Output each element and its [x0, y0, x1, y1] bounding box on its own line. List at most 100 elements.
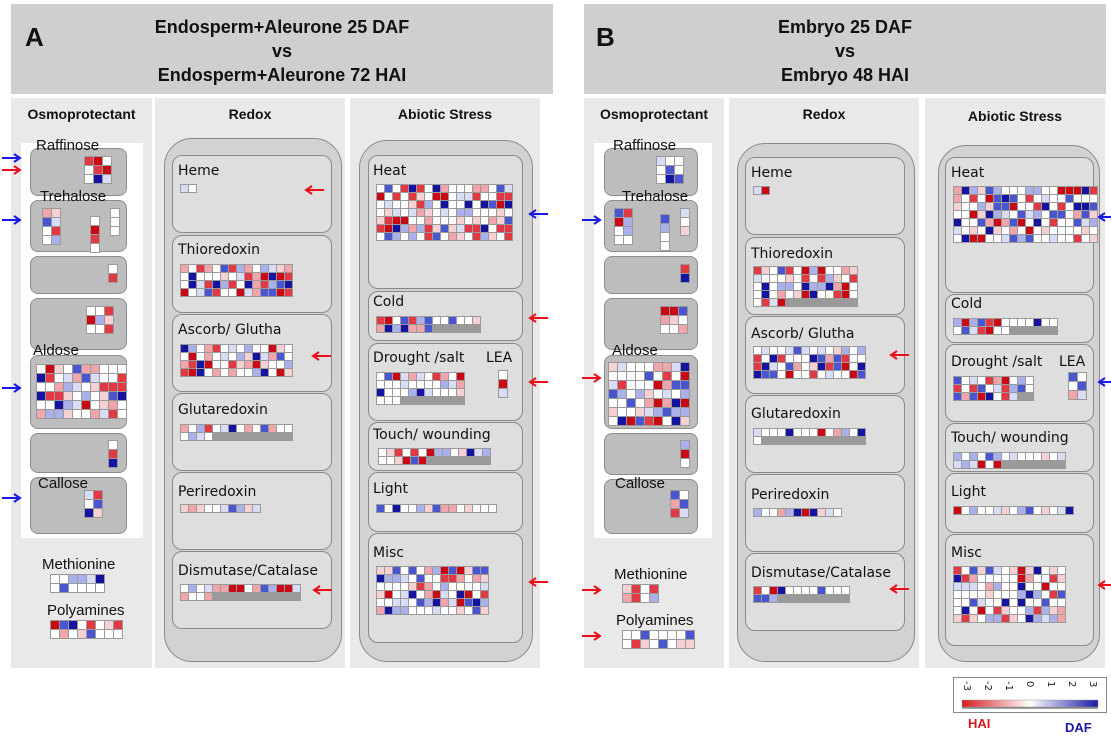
panel-b-periredoxin-label: Periredoxin	[751, 487, 830, 503]
panel-b-osmoprotectant-title: Osmoprotectant	[599, 106, 709, 122]
panel-b-heat-label: Heat	[951, 165, 985, 181]
blue-arrow-icon	[2, 153, 22, 163]
panel-b-osmo-grid-6	[680, 440, 690, 468]
blue-arrow-icon	[582, 215, 602, 225]
panel-a-heme-grid	[180, 184, 197, 193]
panel-b-heme-label: Heme	[751, 165, 793, 181]
panel-a-title-line-2: vs	[271, 41, 293, 61]
panel-b-osmo-grid-3	[680, 264, 690, 283]
panel-a-polyamines-grid	[50, 620, 123, 639]
panel-b-heat-grid	[953, 186, 1098, 243]
legend-hai-label: HAI	[968, 716, 991, 731]
red-arrow-icon	[528, 377, 548, 387]
panel-a-redox-title: Redox	[228, 106, 272, 122]
panel-b-polyamines-grid	[622, 630, 695, 649]
legend-tick-label: 2	[1066, 681, 1077, 688]
panel-a-osmo-grid-3	[108, 264, 118, 283]
panel-a-header: A Endosperm+Aleurone 25 DAF vs Endosperm…	[11, 4, 553, 94]
panel-b-touch-grid	[953, 452, 1066, 469]
panel-b-header: B Embryo 25 DAF vs Embryo 48 HAI	[584, 4, 1106, 94]
panel-a-heat-grid	[376, 184, 513, 241]
panel-a-touch-label: Touch/ wounding	[373, 427, 491, 443]
panel-a-heme-label: Heme	[178, 163, 220, 179]
panel-a-cold-grid	[376, 316, 481, 333]
panel-a-dismutase-label: Dismutase/Catalase	[178, 563, 318, 579]
panel-b-cold-grid	[953, 318, 1058, 335]
red-arrow-icon	[1097, 580, 1111, 590]
panel-b-glutaredoxin-label: Glutaredoxin	[751, 406, 841, 422]
panel-b-methionine-label: Methionine	[614, 566, 688, 583]
panel-a-touch-grid	[378, 448, 491, 465]
panel-b-glutaredoxin-grid	[753, 428, 866, 445]
panel-a-callose-box	[30, 477, 127, 534]
panel-a-thioredoxin-grid	[180, 264, 293, 297]
panel-a-glutaredoxin-grid	[180, 424, 293, 441]
red-arrow-icon	[889, 584, 909, 594]
panel-b-aldose-grid	[608, 362, 690, 426]
blue-arrow-icon	[1097, 377, 1111, 387]
panel-a-aldose-grid	[36, 364, 127, 419]
blue-arrow-icon	[2, 493, 22, 503]
red-arrow-icon	[582, 585, 602, 595]
panel-b-ascorb-grid	[753, 346, 866, 379]
panel-a-thioredoxin-label: Thioredoxin	[178, 242, 261, 258]
panel-a-light-label: Light	[373, 481, 408, 497]
panel-b-raffinose-grid	[656, 156, 684, 184]
panel-b-drought-grid	[953, 376, 1034, 401]
red-arrow-icon	[582, 373, 602, 383]
panel-a-callose-grid	[84, 490, 103, 518]
color-scale-legend: -3 -2 -1 0 1 2 3	[953, 677, 1107, 713]
panel-a-trehalose-grid-2	[90, 216, 100, 253]
panel-a-ascorb-label: Ascorb/ Glutha	[178, 322, 282, 338]
panel-b-ascorb-label: Ascorb/ Glutha	[751, 326, 855, 342]
color-scale-bar	[961, 699, 1099, 709]
panel-a-light-grid	[376, 504, 497, 513]
panel-a-heme-box	[172, 155, 332, 233]
panel-b-callose-label: Callose	[615, 475, 666, 492]
panel-b-lea-label: LEA	[1059, 354, 1086, 370]
panel-a-periredoxin-grid	[180, 504, 261, 513]
panel-b-lea-grid	[1068, 372, 1087, 400]
red-arrow-icon	[311, 351, 331, 361]
panel-a-callose-label: Callose	[38, 475, 89, 492]
panel-a-periredoxin-label: Periredoxin	[178, 484, 257, 500]
panel-b-cold-label: Cold	[951, 296, 983, 312]
panel-a-title-line-3: Endosperm+Aleurone 72 HAI	[157, 65, 407, 85]
red-arrow-icon	[312, 585, 332, 595]
panel-b-drought-label: Drought /salt	[951, 354, 1043, 370]
panel-a-lea-grid	[498, 370, 508, 398]
panel-b-touch-label: Touch/ wounding	[951, 430, 1069, 446]
panel-b-trehalose-grid	[614, 208, 633, 245]
panel-b-letter: B	[596, 22, 615, 52]
panel-b-dismutase-label: Dismutase/Catalase	[751, 565, 891, 581]
legend-tick-label: 1	[1045, 681, 1056, 688]
panel-b-redox-title: Redox	[802, 106, 846, 122]
legend-tick-label: 3	[1087, 681, 1098, 688]
panel-b-osmo-grid-4	[660, 306, 688, 334]
red-arrow-icon	[528, 313, 548, 323]
legend-tick-label: -1	[1003, 681, 1014, 691]
panel-b-misc-grid	[953, 566, 1066, 623]
panel-b-thioredoxin-label: Thioredoxin	[751, 246, 834, 262]
legend-daf-label: DAF	[1065, 720, 1092, 735]
panel-b-abiotic-title: Abiotic Stress	[967, 108, 1063, 124]
panel-b-heme-box	[745, 157, 905, 235]
panel-a-raffinose-grid	[84, 156, 112, 184]
panel-b-aldose-label: Aldose	[612, 342, 658, 359]
panel-a-letter: A	[25, 22, 44, 52]
blue-arrow-icon	[528, 209, 548, 219]
panel-b-heme-grid	[753, 186, 770, 195]
panel-a-dismutase-grid	[180, 584, 301, 601]
blue-arrow-icon	[2, 215, 22, 225]
panel-b-light-label: Light	[951, 484, 986, 500]
panel-b-light-box	[945, 473, 1094, 533]
panel-a-lea-label: LEA	[486, 350, 513, 366]
blue-arrow-icon	[2, 383, 22, 393]
panel-a-osmo-grid-6	[108, 440, 118, 468]
panel-a-methionine-grid	[50, 574, 105, 593]
legend-tick-label: -3	[961, 681, 972, 691]
panel-b-misc-label: Misc	[951, 545, 982, 561]
panel-a-glutaredoxin-label: Glutaredoxin	[178, 402, 268, 418]
panel-b-title-line-1: Embryo 25 DAF	[777, 17, 913, 37]
panel-a-trehalose-grid	[42, 208, 61, 245]
